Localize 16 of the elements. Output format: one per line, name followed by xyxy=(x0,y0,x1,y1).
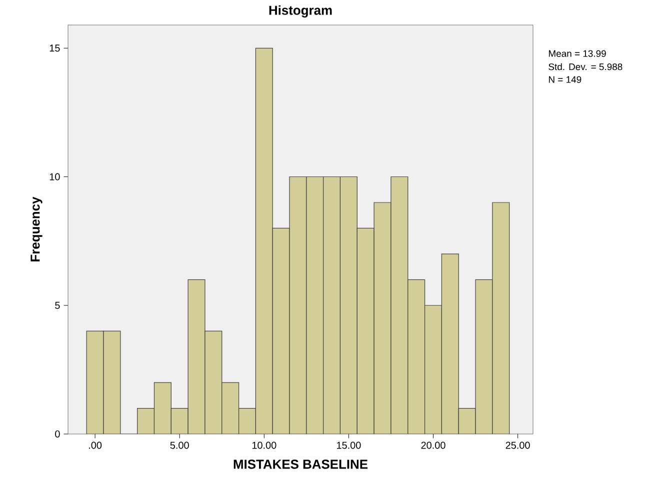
text: N = 149 xyxy=(548,76,582,83)
x-tick-label: 20.00 xyxy=(421,442,446,449)
y-tick-label: 5 xyxy=(55,302,60,309)
x-tick-label: 10.00 xyxy=(252,442,276,449)
y-tick-label: 0 xyxy=(55,430,60,438)
text: Std. Dev. = 5.988 xyxy=(548,63,622,70)
x-tick-label: 15.00 xyxy=(336,442,361,449)
chart-title: Histogram xyxy=(269,5,332,18)
x-axis-title: MISTAKES BASELINE xyxy=(234,460,368,469)
text: Mean = 13.99 xyxy=(548,50,606,57)
y-tick-label: 10 xyxy=(50,173,60,180)
y-axis-title: Frequency xyxy=(30,196,42,262)
x-tick-label: 5.00 xyxy=(170,442,189,449)
y-tick-label: 15 xyxy=(50,44,60,52)
x-tick-label: .00 xyxy=(89,442,102,449)
x-tick-label: 25.00 xyxy=(506,442,530,449)
